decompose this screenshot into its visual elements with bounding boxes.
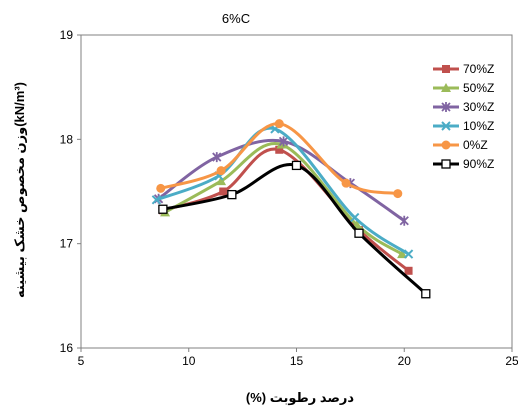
data-point — [349, 212, 360, 223]
data-point — [219, 187, 228, 196]
chart-title: 6%C — [222, 11, 250, 26]
data-point — [275, 145, 284, 154]
series-0%Z — [156, 119, 403, 199]
x-tick-label: 15 — [290, 354, 304, 368]
legend-label: 90%Z — [463, 157, 494, 171]
legend-item: 10%Z — [433, 119, 494, 133]
y-tick-label: 16 — [60, 341, 74, 355]
data-point — [397, 249, 408, 259]
x-tick-label: 25 — [505, 354, 518, 368]
data-point — [151, 195, 162, 205]
series-10%Z — [151, 124, 414, 259]
data-point — [403, 249, 414, 259]
y-tick-label: 19 — [60, 28, 74, 42]
legend-item: 30%Z — [433, 100, 494, 114]
data-point — [404, 266, 413, 275]
data-point — [393, 189, 403, 199]
y-tick-label: 18 — [60, 132, 74, 146]
data-point — [278, 136, 289, 147]
y-axis-label: وزن مخصوص خشک بیشینه(kN/m³) — [12, 82, 27, 298]
legend-marker — [442, 65, 450, 73]
y-tick-label: 17 — [60, 237, 74, 251]
legend-marker — [441, 102, 451, 112]
legend-marker — [441, 140, 451, 150]
data-point — [212, 152, 222, 163]
legend-item: 0%Z — [433, 138, 488, 152]
data-point — [216, 176, 227, 186]
data-point — [421, 289, 431, 299]
x-tick-label: 20 — [398, 354, 412, 368]
x-axis-label: درصد رطوبت (%) — [246, 390, 355, 405]
data-point — [341, 178, 351, 188]
legend-label: 10%Z — [463, 119, 494, 133]
data-point — [216, 166, 226, 176]
series-line — [160, 122, 399, 196]
legend-label: 70%Z — [463, 62, 494, 76]
x-tick-label: 10 — [182, 354, 196, 368]
legend-marker — [441, 121, 451, 131]
legend-label: 50%Z — [463, 81, 494, 95]
data-point — [274, 119, 284, 129]
legend-marker — [441, 159, 451, 169]
legend-item: 70%Z — [433, 62, 494, 76]
data-point — [291, 160, 302, 171]
legend-item: 90%Z — [433, 157, 494, 171]
data-point — [354, 228, 364, 238]
legend-item: 50%Z — [433, 81, 494, 95]
legend-marker — [441, 83, 451, 92]
legend-label: 30%Z — [463, 100, 494, 114]
plot-frame — [80, 34, 513, 349]
x-tick-label: 5 — [78, 354, 85, 368]
data-point — [227, 189, 237, 200]
data-point — [158, 204, 168, 214]
legend-label: 0%Z — [463, 138, 488, 152]
data-point — [399, 215, 409, 226]
data-point — [156, 183, 166, 193]
series-90%Z — [158, 160, 431, 299]
